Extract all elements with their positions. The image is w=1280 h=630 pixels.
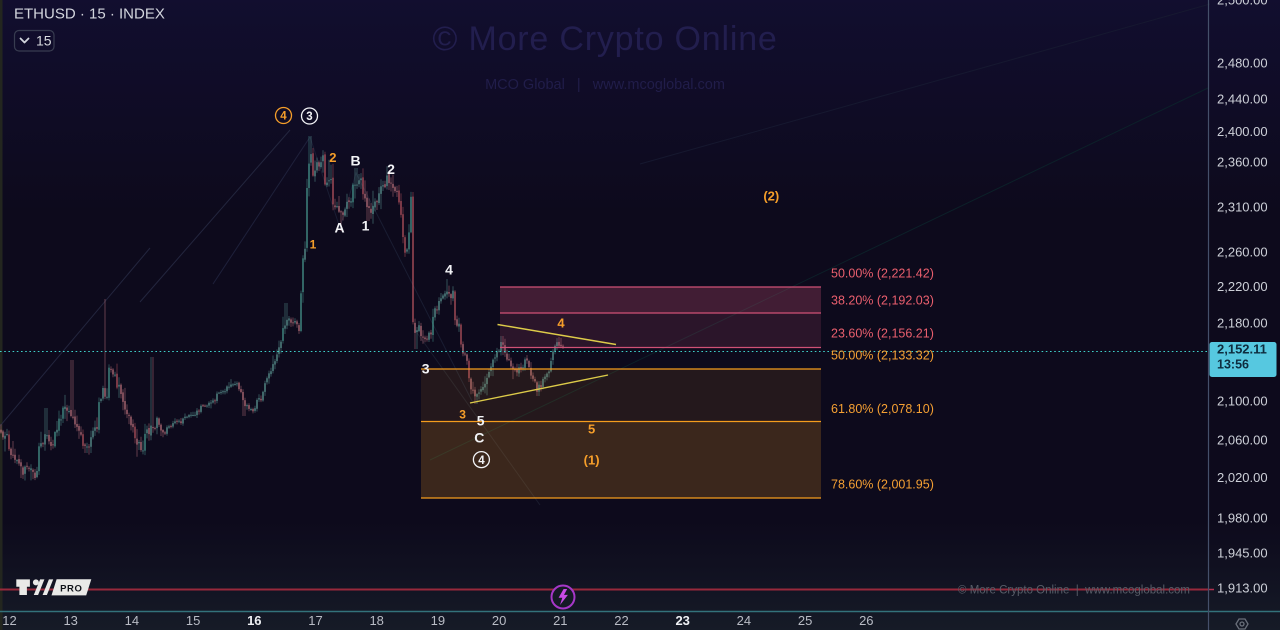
svg-text:A: A [335,220,345,236]
svg-text:23: 23 [675,613,689,628]
svg-text:2: 2 [329,150,336,165]
svg-text:2,180.00: 2,180.00 [1217,316,1268,331]
svg-text:1,945.00: 1,945.00 [1217,546,1268,561]
svg-text:24: 24 [737,613,751,628]
svg-text:2,400.00: 2,400.00 [1217,124,1268,139]
svg-text:22: 22 [614,613,628,628]
svg-text:14: 14 [125,613,139,628]
svg-text:1,980.00: 1,980.00 [1217,511,1268,526]
svg-text:19: 19 [431,613,445,628]
svg-text:3: 3 [306,111,312,123]
svg-text:61.80% (2,078.10): 61.80% (2,078.10) [831,402,934,416]
svg-text:20: 20 [492,613,506,628]
svg-text:2,020.00: 2,020.00 [1217,470,1268,485]
svg-text:1: 1 [362,218,370,234]
svg-text:ETHUSD · 15 · INDEX: ETHUSD · 15 · INDEX [14,6,165,23]
svg-text:13: 13 [63,613,77,628]
svg-text:C: C [474,430,484,446]
svg-text:2,152.11: 2,152.11 [1217,342,1267,357]
svg-text:2,360.00: 2,360.00 [1217,155,1268,170]
svg-text:21: 21 [553,613,567,628]
svg-text:5: 5 [588,422,595,437]
svg-text:78.60% (2,001.95): 78.60% (2,001.95) [831,478,934,492]
svg-text:4: 4 [557,316,565,331]
svg-text:© More Crypto Online | www.m: © More Crypto Online | www.mcoglobal.com [958,585,1190,597]
svg-text:18: 18 [369,613,383,628]
svg-text:1,913.00: 1,913.00 [1217,581,1268,596]
svg-text:50.00% (2,221.42): 50.00% (2,221.42) [831,267,934,281]
svg-text:2,220.00: 2,220.00 [1217,279,1268,294]
svg-text:1: 1 [310,238,317,252]
svg-text:B: B [350,153,360,169]
svg-text:26: 26 [859,613,873,628]
svg-text:(1): (1) [584,453,600,468]
svg-text:2,100.00: 2,100.00 [1217,394,1268,409]
svg-text:5: 5 [477,413,485,429]
svg-text:3: 3 [422,361,430,377]
svg-text:13:56: 13:56 [1217,358,1249,372]
svg-text:2,260.00: 2,260.00 [1217,245,1268,260]
svg-text:(2): (2) [763,188,779,203]
svg-text:2: 2 [387,161,395,177]
svg-text:17: 17 [308,613,322,628]
svg-text:23.60% (2,156.21): 23.60% (2,156.21) [831,327,934,341]
svg-text:2,500.00: 2,500.00 [1217,0,1268,8]
svg-text:4: 4 [478,455,485,467]
svg-text:4: 4 [445,262,453,278]
svg-text:2,440.00: 2,440.00 [1217,92,1268,107]
svg-text:2,060.00: 2,060.00 [1217,433,1268,448]
svg-text:12: 12 [2,613,16,628]
svg-text:© More Crypto Online: © More Crypto Online [432,20,777,58]
svg-text:4: 4 [280,111,287,123]
svg-text:50.00% (2,133.32): 50.00% (2,133.32) [831,349,934,363]
svg-text:38.20% (2,192.03): 38.20% (2,192.03) [831,294,934,308]
svg-text:16: 16 [247,613,261,628]
svg-text:MCO Global | www.mcoglobal: MCO Global | www.mcoglobal.com [485,77,725,93]
svg-text:2,310.00: 2,310.00 [1217,200,1268,215]
svg-text:15: 15 [36,33,52,49]
svg-text:25: 25 [798,613,812,628]
svg-text:2,480.00: 2,480.00 [1217,56,1268,71]
svg-text:3: 3 [459,407,466,421]
svg-text:15: 15 [186,613,200,628]
svg-text:PRO: PRO [60,584,82,595]
